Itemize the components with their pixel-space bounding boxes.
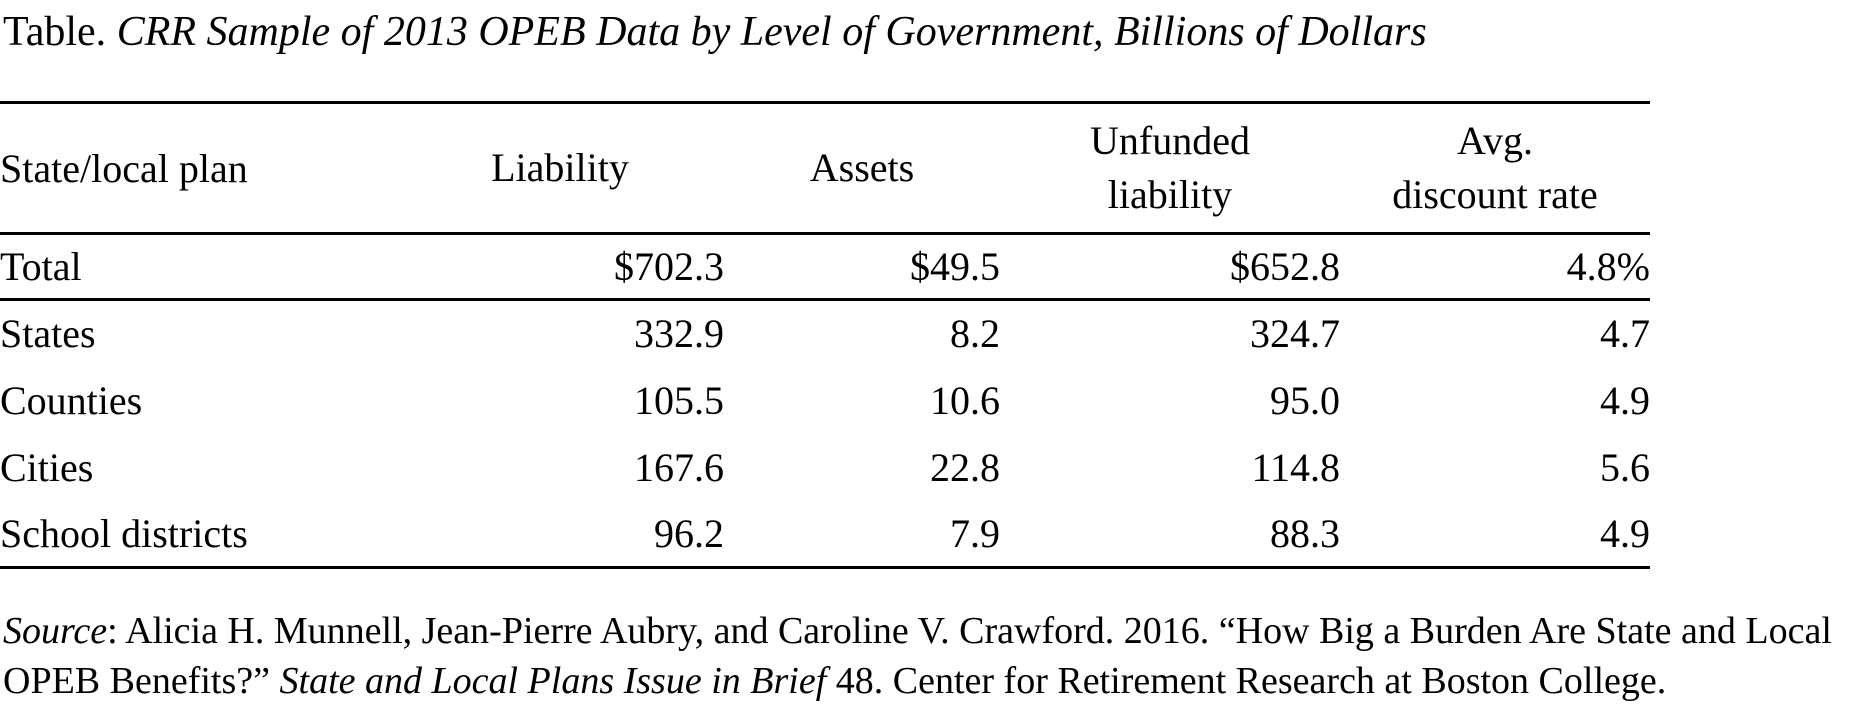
text-segment: : Alicia H. Munnell, Jean-Pierre Aubry, … [3, 610, 1832, 702]
cell-counties-assets: 10.6 [930, 377, 1000, 423]
header-avg-discount-rate: Avg. discount rate [1340, 103, 1650, 234]
header-rate-line1: Avg. [1457, 118, 1533, 163]
cell-cities-unfunded: 114.8 [1251, 444, 1340, 490]
header-row: State/local plan Liability Assets Unfund… [0, 102, 1650, 234]
cell-counties-plan: Counties [0, 377, 143, 423]
table-row-cities: Cities 167.6 22.8 114.8 5.6 [0, 434, 1650, 501]
text-segment: State and Local Plans Issue in Brief [279, 660, 827, 702]
cell-counties-unfunded: 95.0 [1270, 377, 1340, 423]
text-segment: Source [3, 610, 108, 652]
cell-cities-liability: 167.6 [634, 444, 724, 490]
header-assets: Assets [809, 145, 915, 190]
table-row-counties: Counties 105.5 10.6 95.0 4.9 [0, 367, 1650, 434]
text-segment: 48. Center for Retirement Research at Bo… [826, 660, 1667, 702]
cell-states-liability: 332.9 [634, 311, 724, 357]
cell-school-districts-rate: 4.9 [1600, 510, 1650, 556]
table-row-school-districts: School districts 96.2 7.9 88.3 4.9 [0, 501, 1650, 568]
cell-cities-assets: 22.8 [930, 444, 1000, 490]
cell-states-assets: 8.2 [950, 311, 1000, 357]
table-caption: Table. CRR Sample of 2013 OPEB Data by L… [3, 4, 1863, 60]
cell-total-plan: Total [0, 244, 82, 289]
header-unfunded-line2: liability [1107, 172, 1233, 217]
table-header: State/local plan Liability Assets Unfund… [0, 102, 1650, 234]
header-liability: Liability [491, 145, 629, 190]
cell-states-unfunded: 324.7 [1250, 311, 1340, 357]
cell-cities-rate: 5.6 [1600, 444, 1650, 490]
source-note: Source: Alicia H. Munnell, Jean-Pierre A… [3, 606, 1861, 706]
cell-counties-liability: 105.5 [634, 377, 724, 423]
cell-school-districts-liability: 96.2 [654, 510, 724, 556]
table-row-total: Total $702.3 $49.5 $652.8 4.8% [0, 234, 1650, 300]
cell-total-unfunded: $652.8 [1230, 244, 1340, 289]
cell-school-districts-assets: 7.9 [950, 510, 1000, 556]
cell-counties-rate: 4.9 [1600, 377, 1650, 423]
text-segment: CRR Sample of 2013 OPEB Data by Level of… [116, 9, 1427, 55]
cell-total-rate: 4.8% [1566, 244, 1650, 289]
header-plan: State/local plan [0, 145, 248, 191]
cell-states-plan: States [0, 311, 96, 357]
text-segment: Table. [3, 9, 117, 55]
cell-cities-plan: Cities [0, 444, 94, 490]
header-unfunded-line1: Unfunded [1090, 118, 1250, 163]
cell-school-districts-unfunded: 88.3 [1270, 510, 1340, 556]
cell-states-rate: 4.7 [1600, 311, 1650, 357]
opeb-data-table: State/local plan Liability Assets Unfund… [0, 101, 1650, 569]
cell-school-districts-plan: School districts [0, 510, 248, 556]
cell-total-liability: $702.3 [614, 244, 724, 289]
cell-total-assets: $49.5 [910, 244, 1000, 289]
table-row-states: States 332.9 8.2 324.7 4.7 [0, 300, 1650, 367]
header-rate-line2: discount rate [1392, 172, 1598, 217]
header-unfunded-liability: Unfunded liability [1000, 103, 1340, 234]
